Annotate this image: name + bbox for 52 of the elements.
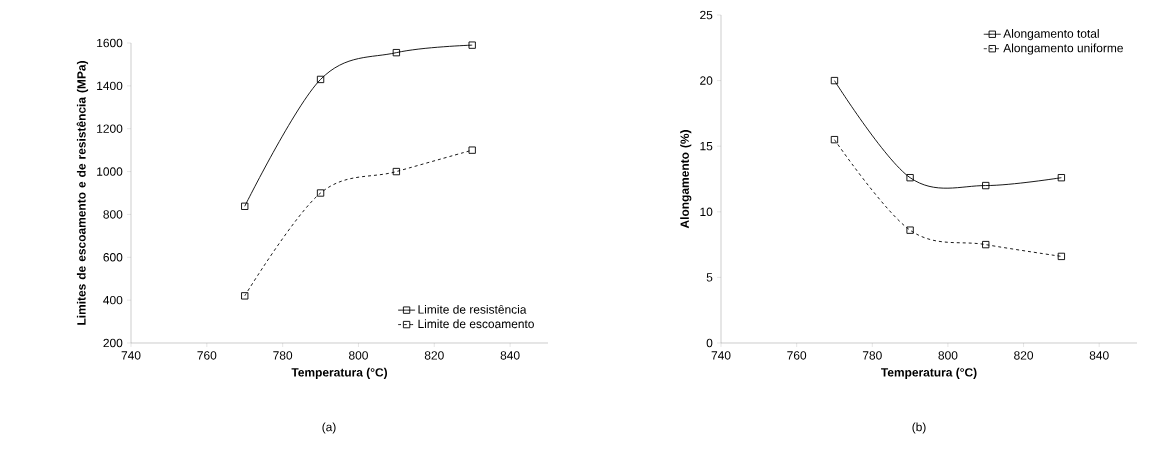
x-tick-label: 840 [1089, 351, 1109, 360]
legend-label: Alongamento total [1003, 29, 1099, 41]
x-tick-label: 760 [787, 351, 807, 360]
point [830, 135, 839, 144]
point [982, 181, 990, 190]
point [468, 41, 476, 49]
point [1057, 174, 1066, 182]
x-tick-label: 800 [349, 351, 368, 360]
point [316, 75, 325, 84]
x-tick-label: 740 [711, 351, 731, 360]
y-tick-label: 1200 [97, 124, 123, 133]
y-tick-label: 20 [700, 76, 713, 85]
y-tick-label: 600 [103, 253, 123, 262]
y-tick-label: 1600 [97, 38, 123, 48]
y-tick-label: 15 [700, 142, 713, 151]
y-tick-label: 200 [103, 338, 123, 348]
x-tick-label: 820 [424, 351, 444, 360]
point [392, 48, 401, 57]
point [982, 240, 990, 249]
x-tick-label: 840 [500, 351, 520, 360]
point [392, 167, 401, 176]
y-tick-label: 400 [103, 295, 123, 305]
text: (a) [322, 422, 336, 434]
y-axis-title: Alongamento (%) [680, 130, 692, 229]
point [906, 226, 914, 234]
point [241, 292, 249, 300]
legend-label: Alongamento uniforme [1003, 43, 1123, 55]
x-tick-label: 760 [197, 351, 217, 360]
y-tick-label: 25 [700, 10, 713, 20]
point [830, 76, 839, 85]
y-tick-label: 10 [700, 207, 713, 217]
point [468, 146, 476, 154]
text: (b) [912, 422, 926, 434]
y-tick-label: 5 [706, 273, 713, 282]
point [316, 189, 325, 197]
x-axis-title: Temperatura (°C) [291, 367, 388, 379]
point [1057, 252, 1066, 261]
x-tick-label: 800 [938, 351, 958, 360]
x-tick-label: 780 [273, 351, 293, 360]
y-tick-label: 1000 [97, 167, 123, 176]
legend-label: Limite de resistência [418, 304, 527, 314]
x-tick-label: 740 [121, 351, 141, 360]
y-tick-label: 800 [103, 210, 123, 219]
y-axis-title: Limites de escoamento e de resistência (MPa) [76, 61, 89, 325]
y-tick-label: 0 [706, 338, 713, 348]
legend-label: Limite de escoamento [418, 319, 534, 329]
x-tick-label: 820 [1014, 351, 1034, 360]
point [906, 174, 914, 182]
y-tick-label: 1400 [97, 81, 123, 91]
point [241, 202, 249, 210]
x-axis-title: Temperatura (°C) [881, 367, 977, 379]
x-tick-label: 780 [862, 351, 882, 360]
